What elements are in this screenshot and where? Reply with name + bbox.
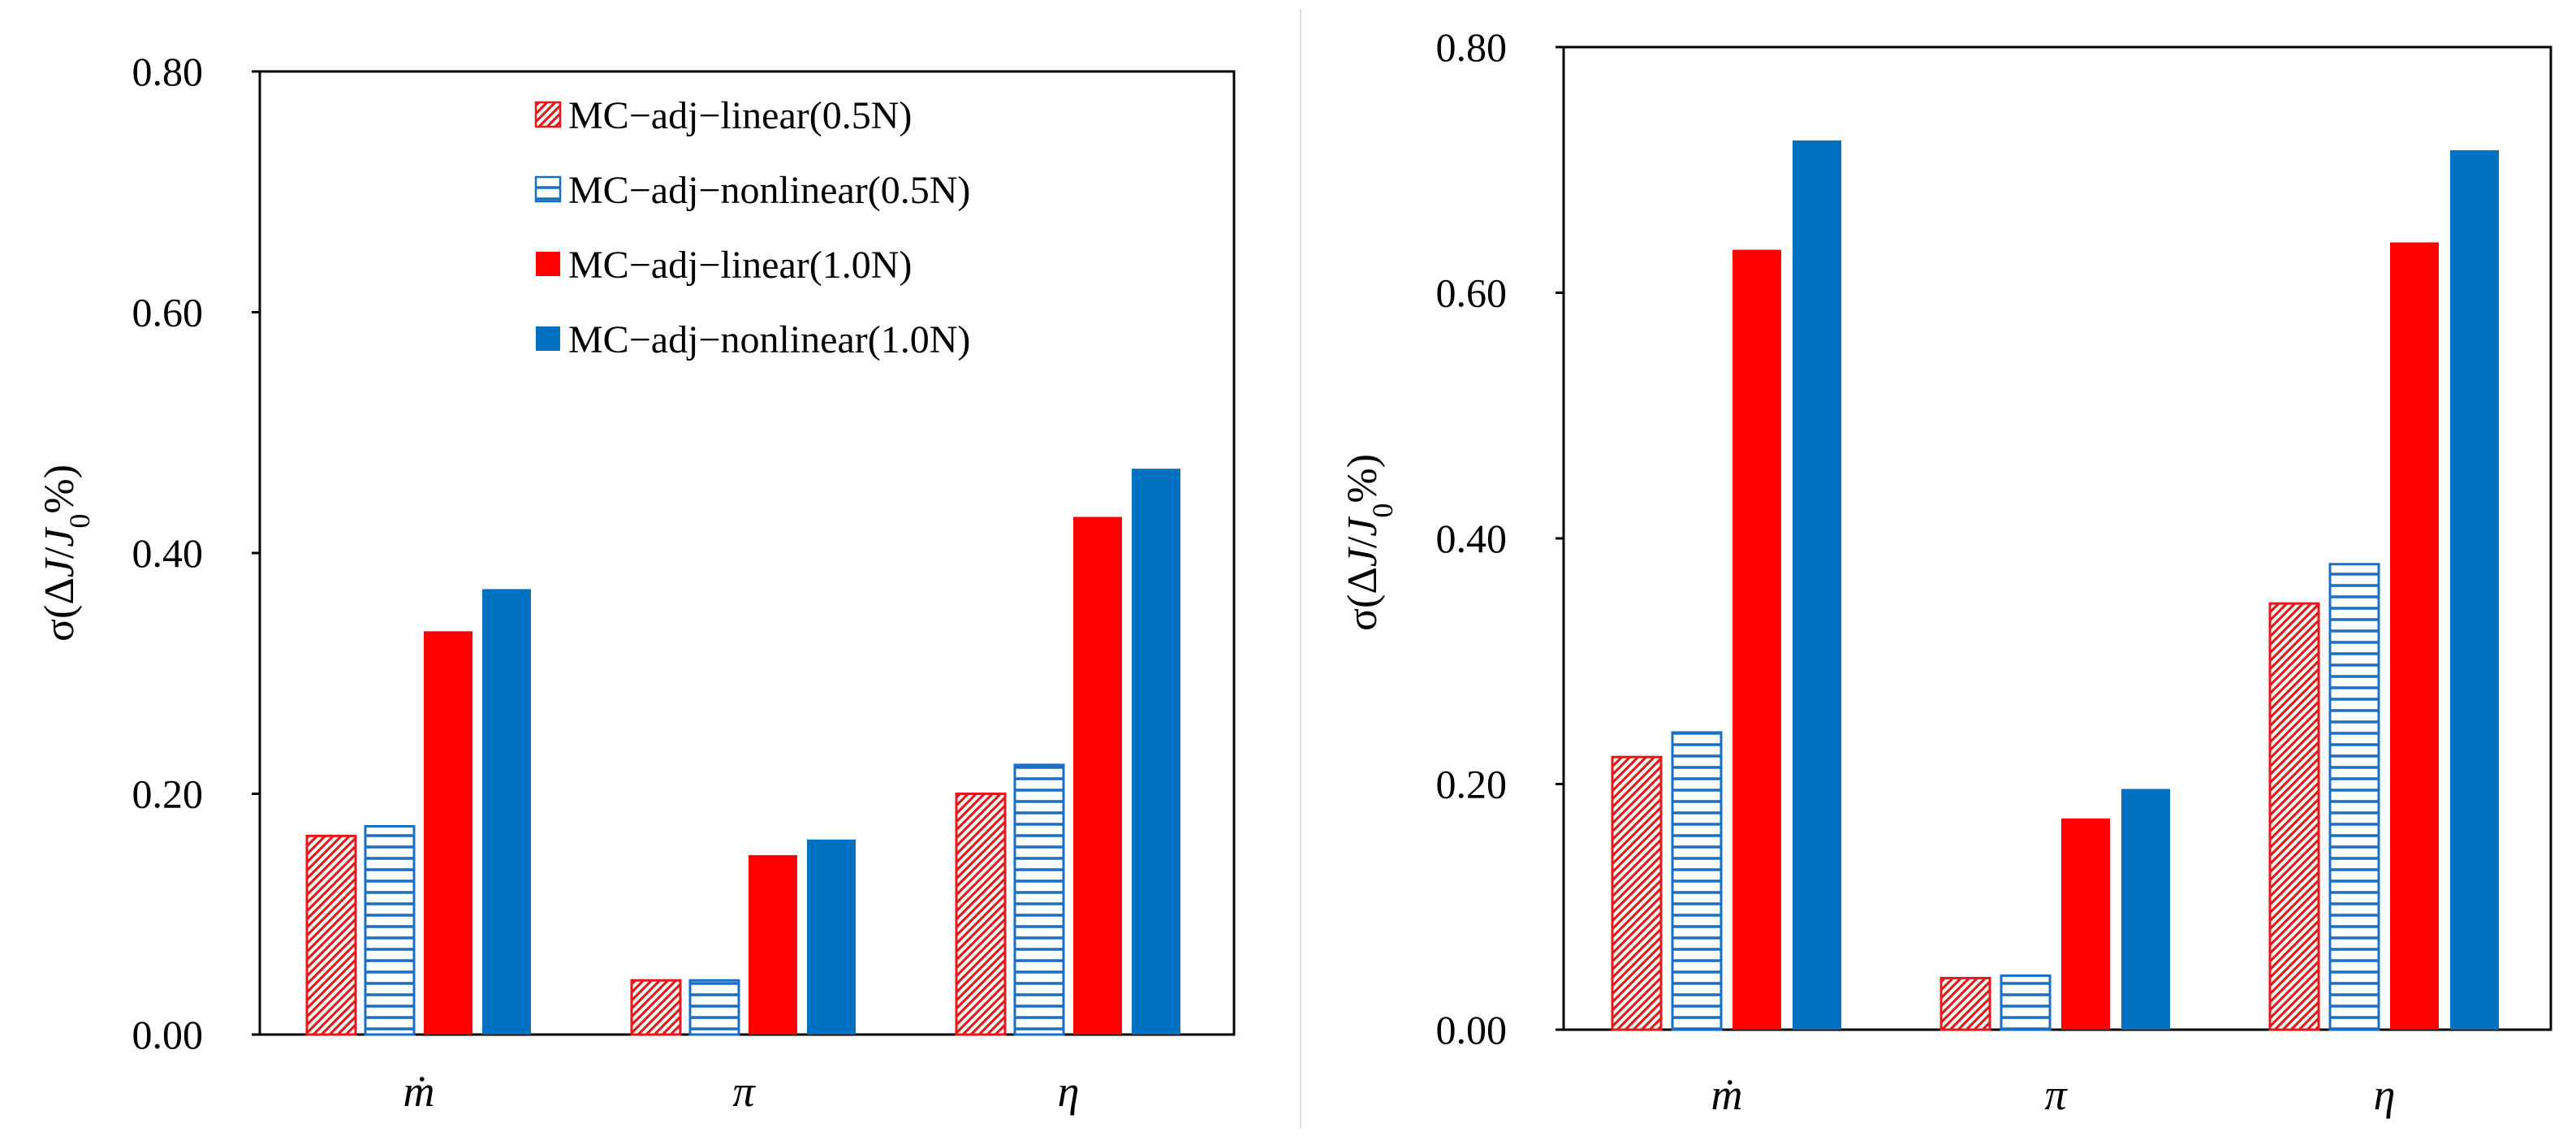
bar-left-2-2 [1073,516,1122,1035]
bar-left-1-1 [688,979,740,1036]
x-category-label: η [1058,1067,1080,1116]
bar-right-0-2 [1732,249,1781,1030]
x-category-label: π [732,1067,756,1116]
legend-swatch [534,175,562,203]
legend-swatch [536,326,560,351]
legend: MC−adj−linear(0.5N) MC−adj−nonlinear(0.5N… [534,94,970,361]
legend-label: MC−adj−nonlinear(1.0N) [568,318,970,361]
bar-left-1-2 [749,855,797,1035]
bar-left-2-3 [1132,469,1180,1035]
bar-right-1-3 [2121,789,2170,1030]
y-tick-label: 0.80 [132,49,204,94]
bar-right-0-1 [1671,731,1723,1031]
bar-right-2-0 [2268,602,2320,1031]
y-tick-label: 0.00 [132,1012,204,1057]
y-tick-label: 0.60 [132,290,204,335]
y-axis-title: σ(ΔJ/J0%) [37,464,96,642]
y-tick-label: 0.20 [1436,762,1508,807]
bar-right-1-2 [2061,818,2110,1030]
y-tick-label: 0.40 [132,530,204,576]
left-chart-panel: 0.00 0.20 0.40 0.60 0.80 σ(ΔJ/J0%) ṁ π η MC−adj−l… [37,49,1236,1116]
legend-label: MC−adj−linear(1.0N) [568,244,912,287]
bar-right-0-3 [1793,140,1841,1030]
bar-left-2-0 [955,793,1007,1036]
bar-left-0-0 [305,834,357,1036]
right-chart-panel: 0.00 0.20 0.40 0.60 0.80 σ(ΔJ/J0%) ṁ π η [1340,24,2552,1119]
bar-left-0-1 [364,825,416,1036]
bar-left-0-2 [424,631,472,1035]
bar-left-2-1 [1013,763,1065,1036]
legend-label: MC−adj−linear(0.5N) [568,94,912,137]
legend-label: MC−adj−nonlinear(0.5N) [568,169,970,212]
y-tick-label: 0.80 [1436,24,1508,70]
legend-swatch [534,101,562,128]
bar-right-2-2 [2390,242,2439,1030]
bar-right-2-3 [2450,150,2499,1030]
x-category-label: ṁ [1711,1070,1743,1119]
bar-right-1-0 [1940,976,1991,1031]
y-axis-title: σ(ΔJ/J0%) [1340,454,1399,631]
y-tick-label: 0.20 [132,771,204,817]
bar-left-0-3 [482,589,531,1035]
bar-left-1-0 [630,979,682,1036]
bar-right-0-0 [1611,755,1663,1031]
x-category-label: π [2044,1070,2068,1119]
y-tick-label: 0.60 [1436,270,1508,316]
y-tick-label: 0.40 [1436,516,1508,561]
bar-left-1-3 [807,839,856,1035]
x-category-label: ṁ [403,1067,435,1116]
bar-right-1-1 [2000,974,2052,1031]
y-tick-label: 0.00 [1436,1007,1508,1052]
x-category-label: η [2374,1070,2396,1119]
legend-swatch [536,252,560,276]
bar-right-2-1 [2328,563,2380,1031]
